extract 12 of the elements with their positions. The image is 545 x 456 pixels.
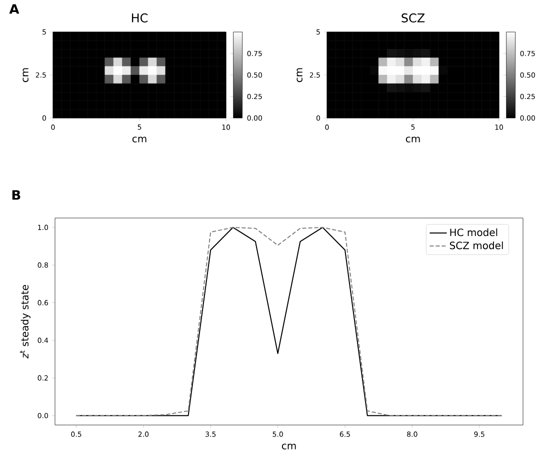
text: B: [12, 190, 20, 200]
legend-label: HC model: [450, 228, 498, 236]
x-axis-title: cm: [132, 136, 146, 142]
chart-title: SCZ: [402, 13, 425, 22]
chart-title: HC: [132, 13, 148, 22]
x-axis-title: cm: [406, 136, 420, 142]
y-axis-title: z$^{t}$ steady state: [20, 285, 30, 359]
x-axis-title: cm: [282, 444, 296, 450]
y-axis-title: cm: [22, 68, 28, 82]
text: A: [9, 4, 20, 14]
y-axis-title: cm: [296, 68, 302, 82]
legend-label: SCZ model: [450, 242, 503, 250]
